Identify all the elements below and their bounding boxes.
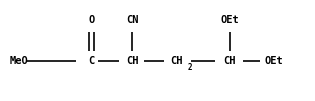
Text: CH: CH [170, 56, 183, 66]
Text: 2: 2 [188, 63, 193, 72]
Text: C: C [88, 56, 94, 66]
Text: OEt: OEt [265, 56, 284, 66]
Text: MeO: MeO [9, 56, 28, 66]
Text: O: O [88, 15, 94, 25]
Text: CN: CN [126, 15, 139, 25]
Text: CH: CH [224, 56, 236, 66]
Text: CH: CH [126, 56, 139, 66]
Text: OEt: OEt [220, 15, 239, 25]
